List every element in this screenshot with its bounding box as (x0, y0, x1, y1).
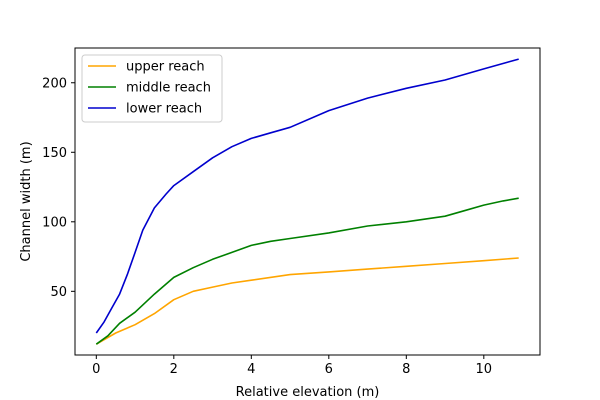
y-axis-ticks: 50 100 150 200 (42, 76, 75, 300)
plot-frame (74, 47, 541, 356)
y-tick-label: 100 (42, 215, 67, 230)
y-tick-label: 50 (50, 285, 67, 300)
legend-label-2: lower reach (126, 102, 202, 117)
x-tick-label: 0 (92, 362, 100, 377)
x-tick-label: 2 (170, 362, 178, 377)
x-axis-label: Relative elevation (m) (236, 385, 380, 400)
x-tick-label: 4 (247, 362, 255, 377)
x-tick-label: 10 (476, 362, 493, 377)
series-line-0 (95, 257, 519, 345)
y-tick-label: 150 (42, 146, 67, 161)
legend-box (81, 54, 223, 123)
series-layer (95, 58, 519, 345)
series-line-1 (95, 197, 519, 345)
legend-label-1: middle reach (126, 81, 211, 96)
y-axis-label: Channel width (m) (19, 141, 34, 261)
x-tick-label: 6 (325, 362, 333, 377)
x-tick-label: 8 (402, 362, 410, 377)
legend-label-0: upper reach (126, 60, 205, 75)
y-tick-label: 200 (42, 76, 67, 91)
series-line-2 (95, 58, 519, 334)
legend: upper reach middle reach lower reach (81, 54, 223, 123)
x-axis-ticks: 0 2 4 6 8 10 (92, 355, 492, 377)
